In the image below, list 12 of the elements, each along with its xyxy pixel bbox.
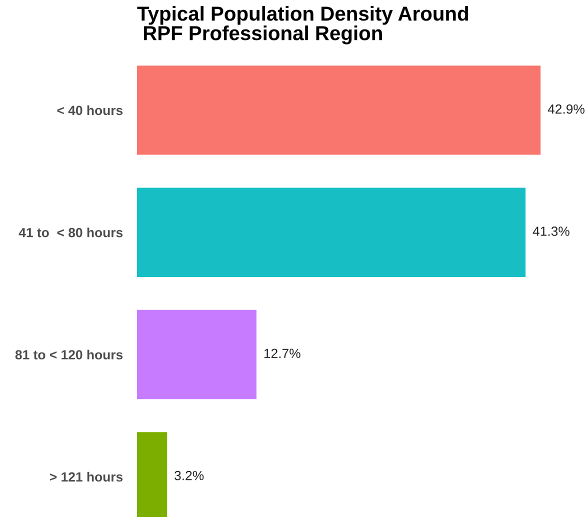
y-tick-label: 81 to < 120 hours — [15, 350, 123, 360]
data-label: 41.3% — [532, 226, 570, 236]
y-tick-label: < 40 hours — [57, 105, 123, 116]
data-label: 3.2% — [174, 470, 204, 480]
y-tick-label: > 121 hours — [50, 472, 123, 482]
data-label: 42.9% — [548, 104, 584, 114]
bar — [137, 188, 526, 277]
chart-title: Typical Population Density Around RPF Professional Region — [137, 6, 468, 44]
data-label: 12.7% — [264, 348, 300, 358]
y-tick-label: 41 to < 80 hours — [18, 228, 123, 238]
bar — [137, 310, 256, 400]
bar — [137, 66, 541, 155]
